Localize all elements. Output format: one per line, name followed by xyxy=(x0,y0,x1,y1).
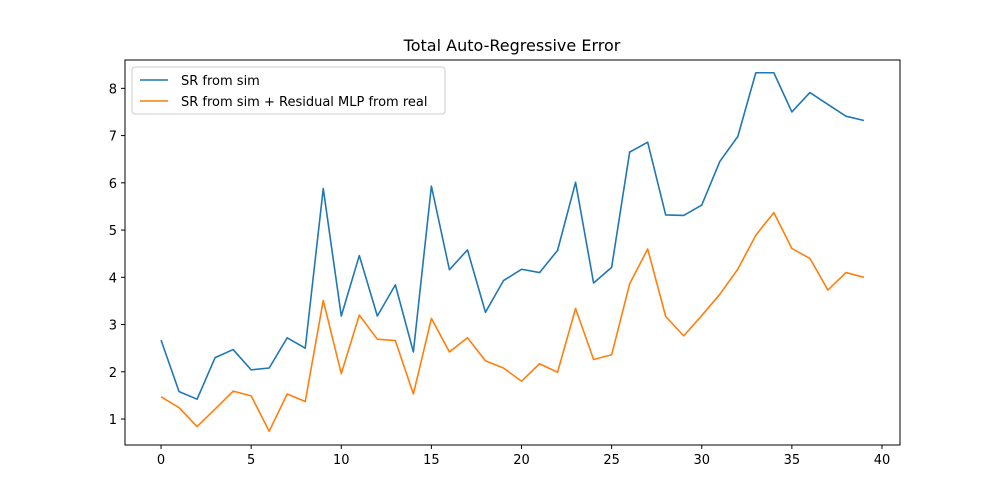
legend: SR from sim SR from sim + Residual MLP fr… xyxy=(131,66,446,115)
x-tick-label: 20 xyxy=(513,453,530,468)
x-tick-label: 15 xyxy=(423,453,440,468)
x-axis: 0 5 10 15 20 25 30 35 40 xyxy=(157,445,890,468)
legend-label-1: SR from sim xyxy=(181,74,260,89)
x-tick-label: 10 xyxy=(333,453,350,468)
legend-label-2: SR from sim + Residual MLP from real xyxy=(181,95,428,110)
y-tick-label: 3 xyxy=(109,319,117,334)
y-tick-label: 8 xyxy=(109,82,117,97)
x-tick-label: 0 xyxy=(157,453,165,468)
y-tick-label: 7 xyxy=(109,130,117,145)
plot-frame xyxy=(124,59,901,446)
series-line-2 xyxy=(160,211,865,433)
y-axis: 1 2 3 4 5 6 7 8 xyxy=(109,82,125,428)
legend-box xyxy=(131,66,446,115)
y-tick-label: 6 xyxy=(109,177,117,192)
y-tick-label: 5 xyxy=(109,224,117,239)
x-tick-label: 35 xyxy=(784,453,801,468)
x-tick-label: 40 xyxy=(874,453,891,468)
x-tick-label: 30 xyxy=(693,453,710,468)
chart-title: Total Auto-Regressive Error xyxy=(403,36,621,55)
series-line-1 xyxy=(160,71,865,400)
y-tick-label: 2 xyxy=(109,366,117,381)
y-tick-label: 1 xyxy=(109,413,117,428)
x-tick-label: 25 xyxy=(603,453,620,468)
y-tick-label: 4 xyxy=(109,271,117,286)
x-tick-label: 5 xyxy=(247,453,255,468)
plot-area xyxy=(160,71,865,433)
